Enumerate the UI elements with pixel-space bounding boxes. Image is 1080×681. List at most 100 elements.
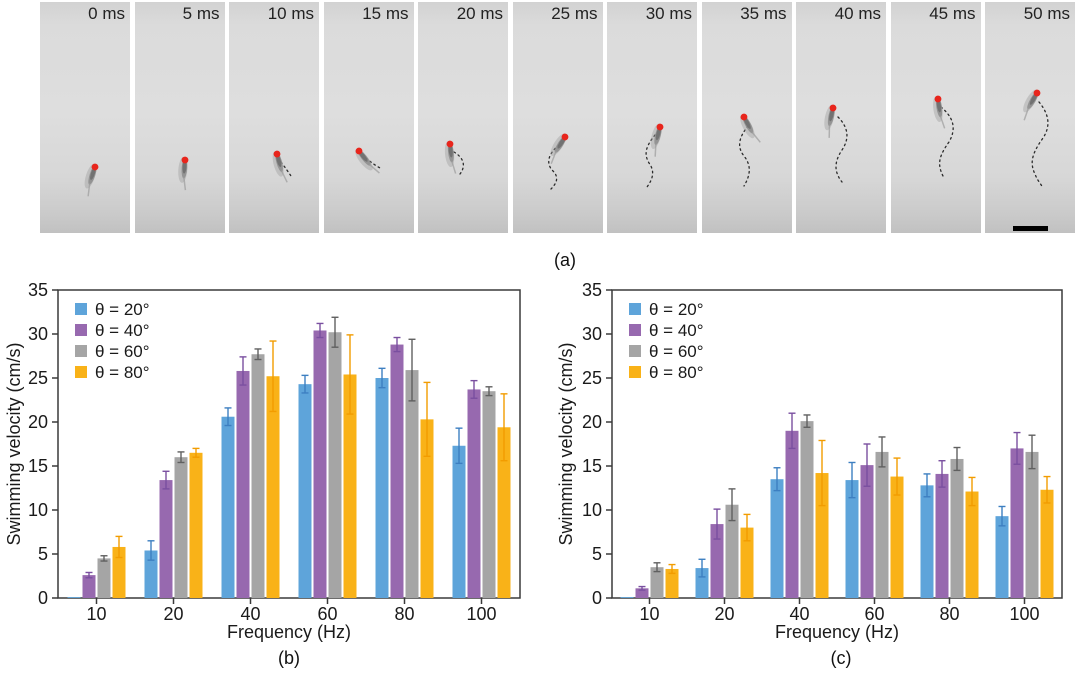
legend-swatch [629,303,641,315]
swimmer-body [272,150,288,183]
y-tick-label: 5 [38,544,48,564]
plot-box [57,289,521,599]
head-marker [446,140,454,148]
bar [420,419,434,598]
bar [236,370,250,598]
swimmer-body [84,163,99,197]
bar [785,430,799,598]
video-frame: 10 ms [229,2,319,233]
y-tick-label: 30 [582,324,602,344]
frame-time-label: 40 ms [834,4,881,23]
x-tick-label: 100 [1009,604,1039,624]
x-tick-label: 10 [86,604,106,624]
y-tick-label: 25 [582,368,602,388]
y-tick-label: 35 [582,280,602,300]
bar [405,370,419,598]
bar [920,485,934,598]
bar [890,476,904,598]
trajectory-dots [1031,101,1049,189]
head-marker [91,163,99,171]
legend-label: θ = 60° [649,342,704,361]
legend-label: θ = 80° [649,363,704,382]
panel-b-label: (b) [278,648,300,668]
head-marker [273,150,281,158]
y-axis-label: Swimming velocity (cm/s) [4,342,24,545]
legend-swatch [629,366,641,378]
bar [635,588,649,598]
bar [497,427,511,598]
legend-swatch [75,324,87,336]
bar [189,452,203,598]
frame-time-label: 5 ms [182,4,220,23]
swimmer-graphic [272,150,292,183]
swimmer-body [354,147,380,174]
swimmer-body [444,140,457,174]
swimmer-body [1023,89,1041,121]
swimmer-graphic [645,123,664,188]
frame-time-label: 20 ms [456,4,503,23]
frame-time-label: 45 ms [929,4,976,23]
bar [620,597,634,598]
legend-swatch [75,345,87,357]
x-tick-label: 40 [789,604,809,624]
bar [390,344,404,598]
x-tick-label: 60 [317,604,337,624]
swimmer-graphic [84,163,99,197]
video-frame: 50 ms [985,2,1075,233]
y-tick-label: 5 [592,544,602,564]
video-frame: 0 ms [40,2,130,233]
y-tick-label: 15 [582,456,602,476]
legend-label: θ = 20° [649,300,704,319]
bar [328,332,342,598]
frame-time-label: 35 ms [740,4,787,23]
x-axis-label: Frequency (Hz) [227,622,351,642]
bar [174,457,188,598]
y-tick-label: 10 [28,500,48,520]
bar [266,376,280,598]
bar [313,330,327,598]
plot-box [611,289,1063,599]
x-axis-label: Frequency (Hz) [775,622,899,642]
swimmer-graphic [824,104,848,183]
legend-label: θ = 20° [95,300,150,319]
head-marker [829,104,837,112]
bar-chart-b: 0 5 10 15 20 25 30 35 10 20 40 60 80 100 Frequency (Hz… [4,280,521,642]
legend-label: θ = 40° [649,321,704,340]
swimmer-graphic [932,95,954,177]
frame-time-label: 15 ms [362,4,409,23]
trajectory-dots [547,144,560,190]
bar [67,597,81,598]
head-marker [1033,89,1041,97]
swimmer-body [932,95,945,129]
y-tick-label: 25 [28,368,48,388]
bar [482,391,496,598]
swimmer-body [550,133,568,165]
frame-time-label: 10 ms [267,4,314,23]
bar [452,445,466,598]
swimmer-body [739,113,761,143]
frame-time-label: 50 ms [1023,4,1070,23]
bar [221,416,235,598]
video-frame: 35 ms [701,2,792,233]
bar [845,480,859,598]
video-frame: 25 ms [512,2,603,233]
bar [82,575,96,598]
y-tick-label: 35 [28,280,48,300]
bar [695,568,709,598]
y-tick-label: 10 [582,500,602,520]
bar [1010,448,1024,598]
video-frame: 45 ms [890,2,981,233]
swimmer-body [650,123,664,157]
head-marker [561,133,568,141]
frame-time-label: 0 ms [88,4,125,23]
legend-swatch [629,324,641,336]
bar [144,550,158,598]
video-frame: 15 ms [323,2,414,233]
bar [375,378,389,598]
x-tick-label: 60 [864,604,884,624]
x-tick-label: 20 [714,604,734,624]
bar [467,389,481,598]
bar [1040,489,1054,598]
bar-chart-c: 0 5 10 15 20 25 30 35 10 20 40 60 80 100 Frequency (Hz… [556,280,1063,642]
